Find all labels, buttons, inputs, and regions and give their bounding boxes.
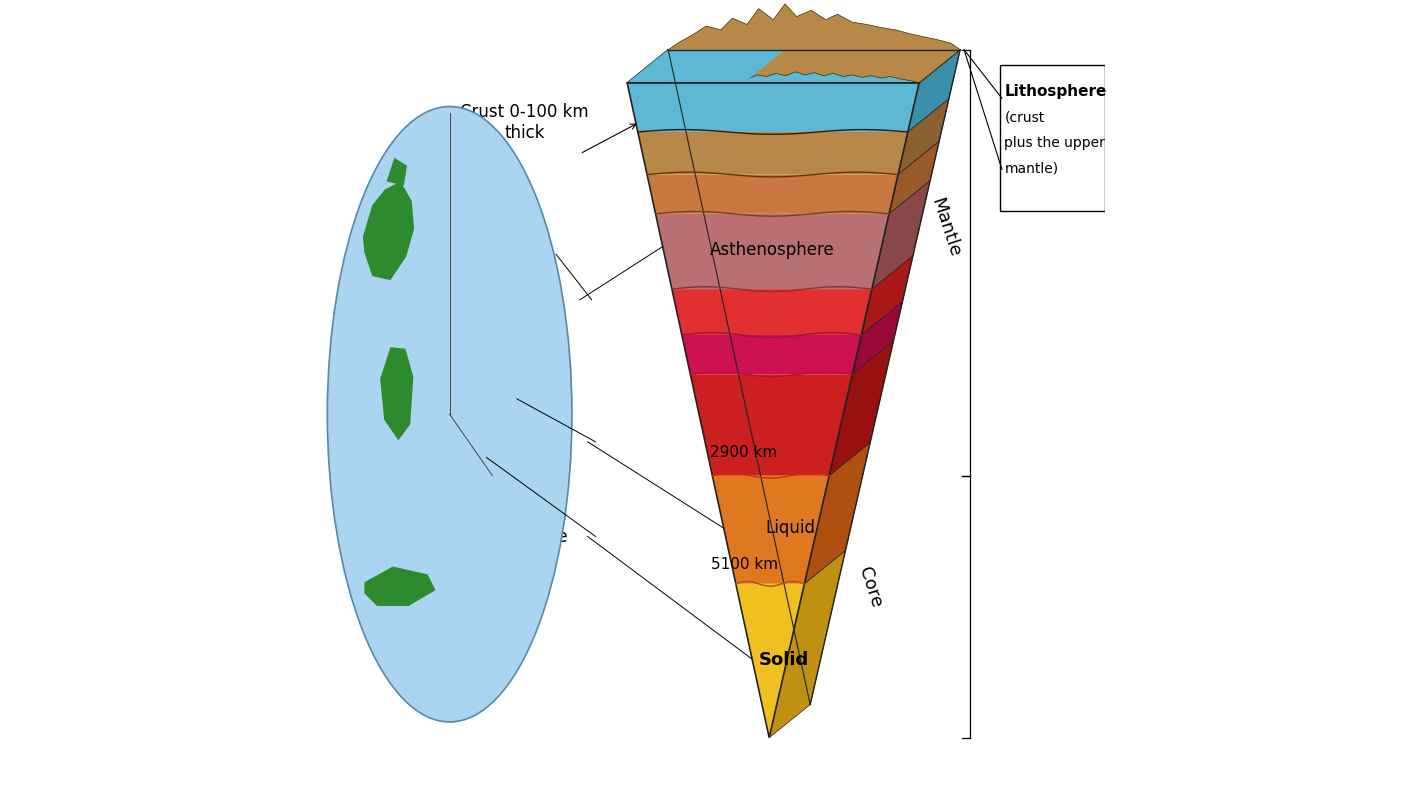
Ellipse shape — [342, 144, 557, 685]
Polygon shape — [907, 50, 960, 132]
Text: 5100 km: 5100 km — [711, 556, 778, 571]
Polygon shape — [656, 214, 889, 289]
Text: Crust 0-100 km
thick: Crust 0-100 km thick — [460, 103, 589, 142]
Polygon shape — [852, 302, 902, 374]
Polygon shape — [770, 551, 845, 738]
Polygon shape — [669, 4, 960, 83]
Ellipse shape — [328, 107, 572, 722]
Ellipse shape — [328, 107, 572, 722]
Text: 2900 km: 2900 km — [710, 444, 777, 460]
Polygon shape — [381, 347, 413, 440]
Polygon shape — [897, 99, 949, 174]
Text: Mantle: Mantle — [497, 291, 552, 308]
Text: Liquid: Liquid — [765, 519, 815, 537]
Text: Asthenosphere: Asthenosphere — [710, 241, 835, 259]
Polygon shape — [889, 141, 939, 214]
Ellipse shape — [406, 304, 494, 525]
Polygon shape — [248, 28, 450, 789]
Text: mantle): mantle) — [1004, 162, 1058, 176]
Text: plus the upper: plus the upper — [1004, 136, 1105, 151]
Polygon shape — [628, 50, 960, 83]
Polygon shape — [682, 335, 862, 374]
Polygon shape — [364, 181, 415, 280]
Polygon shape — [672, 289, 872, 335]
Ellipse shape — [342, 144, 557, 685]
Polygon shape — [365, 567, 436, 606]
Polygon shape — [713, 476, 829, 584]
Polygon shape — [804, 443, 870, 584]
Polygon shape — [648, 174, 897, 214]
Text: Lithosphere: Lithosphere — [1004, 84, 1106, 99]
Ellipse shape — [422, 343, 477, 485]
Polygon shape — [638, 132, 907, 174]
Polygon shape — [386, 158, 408, 185]
Ellipse shape — [366, 205, 532, 623]
Ellipse shape — [389, 260, 511, 568]
Text: Inner Core: Inner Core — [481, 528, 568, 545]
Polygon shape — [628, 50, 785, 83]
Text: Solid: Solid — [758, 652, 809, 669]
Polygon shape — [872, 181, 930, 289]
Text: (crust: (crust — [1004, 110, 1045, 125]
Ellipse shape — [328, 107, 572, 722]
Ellipse shape — [366, 205, 532, 623]
Text: Core: Core — [855, 564, 885, 610]
Polygon shape — [829, 341, 893, 476]
FancyBboxPatch shape — [1000, 65, 1105, 211]
Ellipse shape — [328, 107, 572, 722]
Ellipse shape — [389, 260, 511, 568]
Polygon shape — [628, 83, 919, 132]
Ellipse shape — [422, 343, 477, 485]
Polygon shape — [690, 374, 852, 476]
Text: Outer Core: Outer Core — [479, 433, 569, 451]
Text: Mantle: Mantle — [927, 196, 963, 259]
Ellipse shape — [406, 304, 494, 525]
Polygon shape — [862, 256, 913, 335]
Polygon shape — [736, 584, 804, 738]
